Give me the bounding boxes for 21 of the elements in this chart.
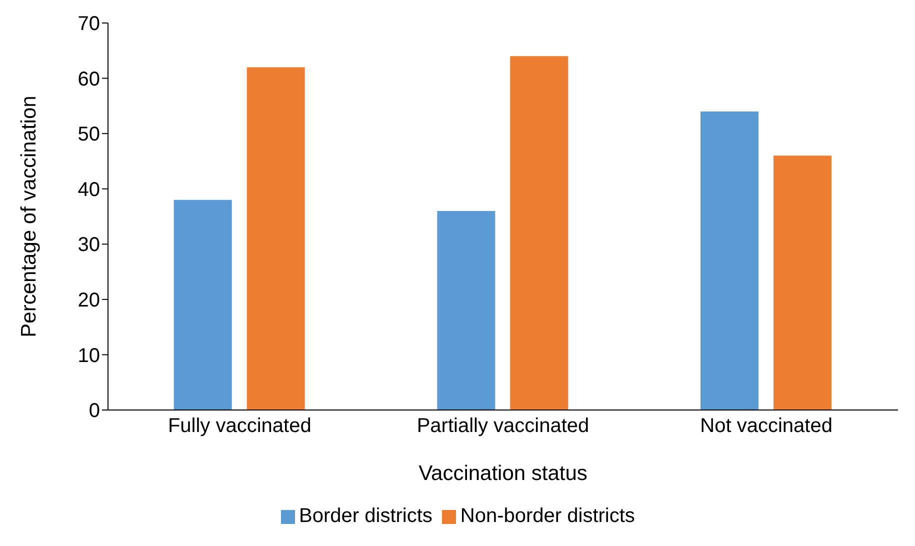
y-tick-label: 30	[78, 234, 100, 256]
y-tick-label: 40	[78, 178, 100, 201]
legend-label: Non-border districts	[460, 505, 635, 527]
y-tick-label: 70	[78, 13, 100, 36]
x-tick-label: Fully vaccinated	[168, 415, 312, 438]
x-tick-label: Not vaccinated	[700, 415, 832, 438]
bar	[246, 67, 305, 410]
bar	[437, 210, 496, 410]
y-tick-label: 50	[78, 124, 100, 146]
y-tick-label: 20	[78, 290, 100, 312]
x-tick-label: Partially vaccinated	[416, 415, 590, 438]
legend-label: Border districts	[299, 505, 432, 527]
y-tick-label: 0	[88, 400, 100, 422]
bar	[700, 111, 758, 410]
y-tick-label: 10	[78, 344, 100, 367]
bar	[510, 56, 568, 410]
y-axis-title: Percentage of vaccination	[17, 96, 40, 338]
bar	[774, 156, 832, 410]
bar	[174, 200, 232, 410]
y-tick-label: 60	[78, 68, 100, 90]
x-axis-title: Vaccination status	[418, 462, 588, 485]
